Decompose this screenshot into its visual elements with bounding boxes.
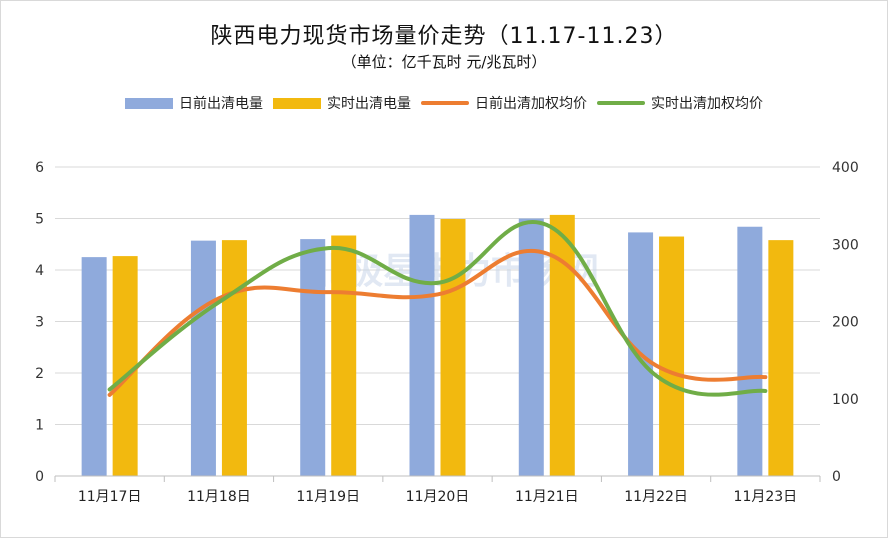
legend-item-day-ahead-price: 日前出清加权均价 xyxy=(421,93,587,113)
bar-realtime-volume xyxy=(440,219,466,476)
left-axis-tick-label: 0 xyxy=(35,469,44,485)
left-axis-tick-label: 1 xyxy=(35,418,44,434)
bar-day-ahead-volume xyxy=(518,218,544,476)
bar-realtime-volume xyxy=(768,240,794,476)
legend-swatch-day-ahead-price xyxy=(421,101,469,105)
bar-realtime-volume xyxy=(112,256,138,476)
left-axis-tick-label: 3 xyxy=(35,315,44,331)
x-axis-category-label: 11月19日 xyxy=(296,489,360,505)
line-realtime-price xyxy=(107,220,768,397)
left-axis-tick-label: 5 xyxy=(35,212,44,228)
legend-label-realtime-volume: 实时出清电量 xyxy=(327,96,411,112)
left-axis-tick-label: 4 xyxy=(35,263,44,279)
right-axis-tick-label: 0 xyxy=(832,469,841,485)
legend-swatch-day-ahead-volume xyxy=(125,97,173,109)
bar-day-ahead-volume xyxy=(300,239,326,476)
bar-day-ahead-volume xyxy=(190,240,216,476)
legend: 日前出清电量 实时出清电量 日前出清加权均价 实时出清加权均价 xyxy=(0,93,888,113)
x-axis-category-label: 11月22日 xyxy=(624,489,688,505)
legend-item-realtime-volume: 实时出清电量 xyxy=(273,93,411,113)
bar-day-ahead-volume xyxy=(81,257,107,476)
legend-label-day-ahead-price: 日前出清加权均价 xyxy=(475,96,587,112)
bar-realtime-volume xyxy=(221,240,247,476)
legend-swatch-realtime-price xyxy=(597,101,645,105)
legend-label-day-ahead-volume: 日前出清电量 xyxy=(179,96,263,112)
chart-title: 陕西电力现货市场量价走势（11.17-11.23） xyxy=(210,24,678,49)
left-axis-tick-label: 6 xyxy=(35,160,44,176)
legend-label-realtime-price: 实时出清加权均价 xyxy=(651,96,763,112)
bar-realtime-volume xyxy=(659,236,685,476)
legend-swatch-realtime-volume xyxy=(273,97,321,109)
bar-day-ahead-volume xyxy=(737,226,763,476)
bar-realtime-volume xyxy=(331,235,357,476)
chart-subtitle: （单位：亿千瓦时 元/兆瓦时） xyxy=(341,53,547,71)
line-day-ahead-price xyxy=(107,249,768,397)
right-axis-tick-label: 100 xyxy=(832,392,859,408)
right-axis-tick-label: 200 xyxy=(832,315,859,331)
bar-day-ahead-volume xyxy=(409,214,435,476)
right-axis-tick-label: 300 xyxy=(832,237,859,253)
x-axis-category-label: 11月20日 xyxy=(406,489,470,505)
x-axis-category-label: 11月17日 xyxy=(78,489,142,505)
right-axis-tick-label: 400 xyxy=(832,160,859,176)
x-axis-category-label: 11月23日 xyxy=(734,489,798,505)
x-axis-category-label: 11月21日 xyxy=(515,489,579,505)
legend-item-realtime-price: 实时出清加权均价 xyxy=(597,93,763,113)
legend-item-day-ahead-volume: 日前出清电量 xyxy=(125,93,263,113)
x-axis-category-label: 11月18日 xyxy=(187,489,251,505)
left-axis-tick-label: 2 xyxy=(35,366,44,382)
